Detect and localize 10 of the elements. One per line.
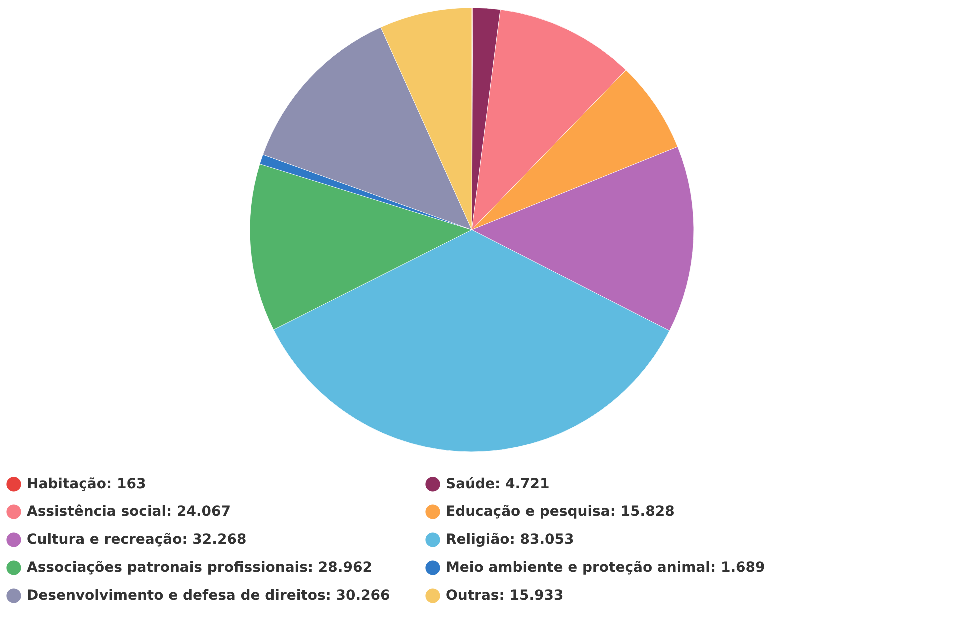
legend-label: Cultura e recreação: 32.268 <box>27 532 247 548</box>
legend-label: Desenvolvimento e defesa de direitos: 30.266 <box>27 588 390 604</box>
legend-label: Associações patronais profissionais: 28.962 <box>27 560 372 576</box>
legend-label: Assistência social: 24.067 <box>27 504 231 520</box>
legend-label: Religião: 83.053 <box>446 532 574 548</box>
legend-label: Meio ambiente e proteção animal: 1.689 <box>446 560 766 576</box>
legend-label: Habitação: 163 <box>27 476 146 492</box>
legend-label: Educação e pesquisa: 15.828 <box>446 504 675 520</box>
legend-label: Saúde: 4.721 <box>446 476 550 492</box>
legend-label: Outras: 15.933 <box>446 588 564 604</box>
